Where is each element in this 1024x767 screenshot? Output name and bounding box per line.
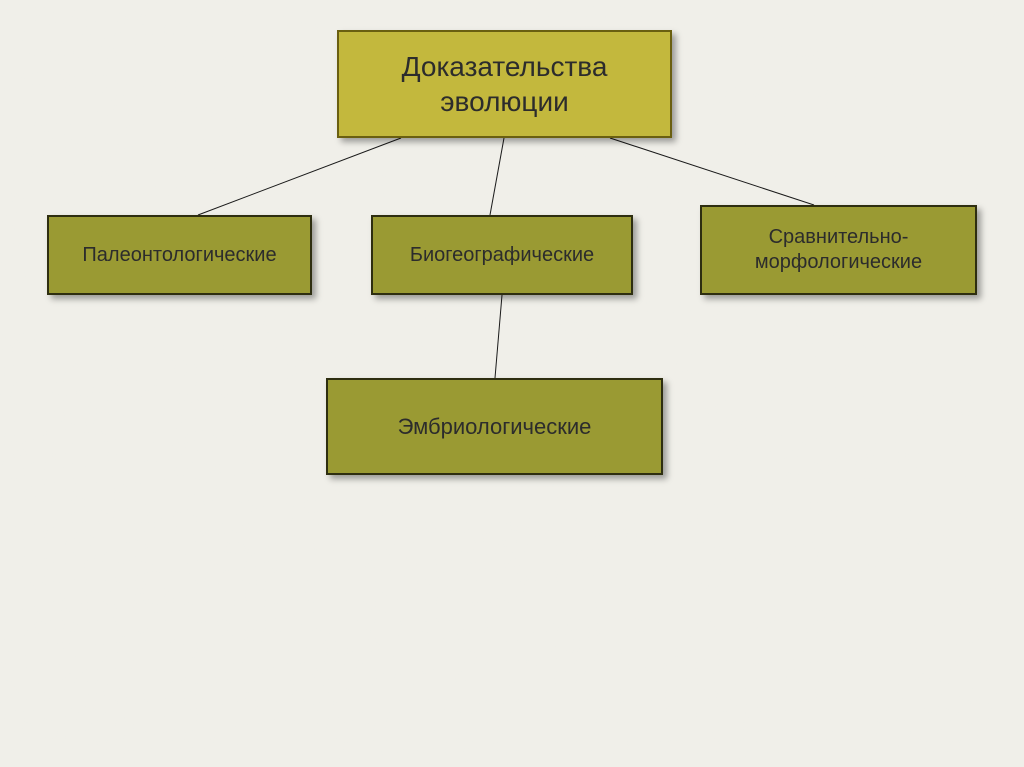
edge-biogeo-embryo: [495, 295, 502, 378]
diagram-canvas: Доказательства эволюции Палеонтологическ…: [0, 0, 1024, 767]
embryo-label: Эмбриологические: [398, 413, 592, 441]
edge-root-morpho: [610, 138, 814, 205]
morpho-label: Сравнительно-морфологические: [712, 225, 965, 275]
child-node-biogeographic: Биогеографические: [371, 215, 633, 295]
child-node-morphological: Сравнительно-морфологические: [700, 205, 977, 295]
root-label: Доказательства эволюции: [349, 49, 660, 119]
biogeo-label: Биогеографические: [410, 243, 594, 268]
edge-root-paleo: [198, 138, 401, 215]
edge-root-biogeo: [490, 138, 504, 215]
child-node-paleontological: Палеонтологические: [47, 215, 312, 295]
paleo-label: Палеонтологические: [82, 243, 276, 268]
child-node-embryological: Эмбриологические: [326, 378, 663, 475]
root-node: Доказательства эволюции: [337, 30, 672, 138]
